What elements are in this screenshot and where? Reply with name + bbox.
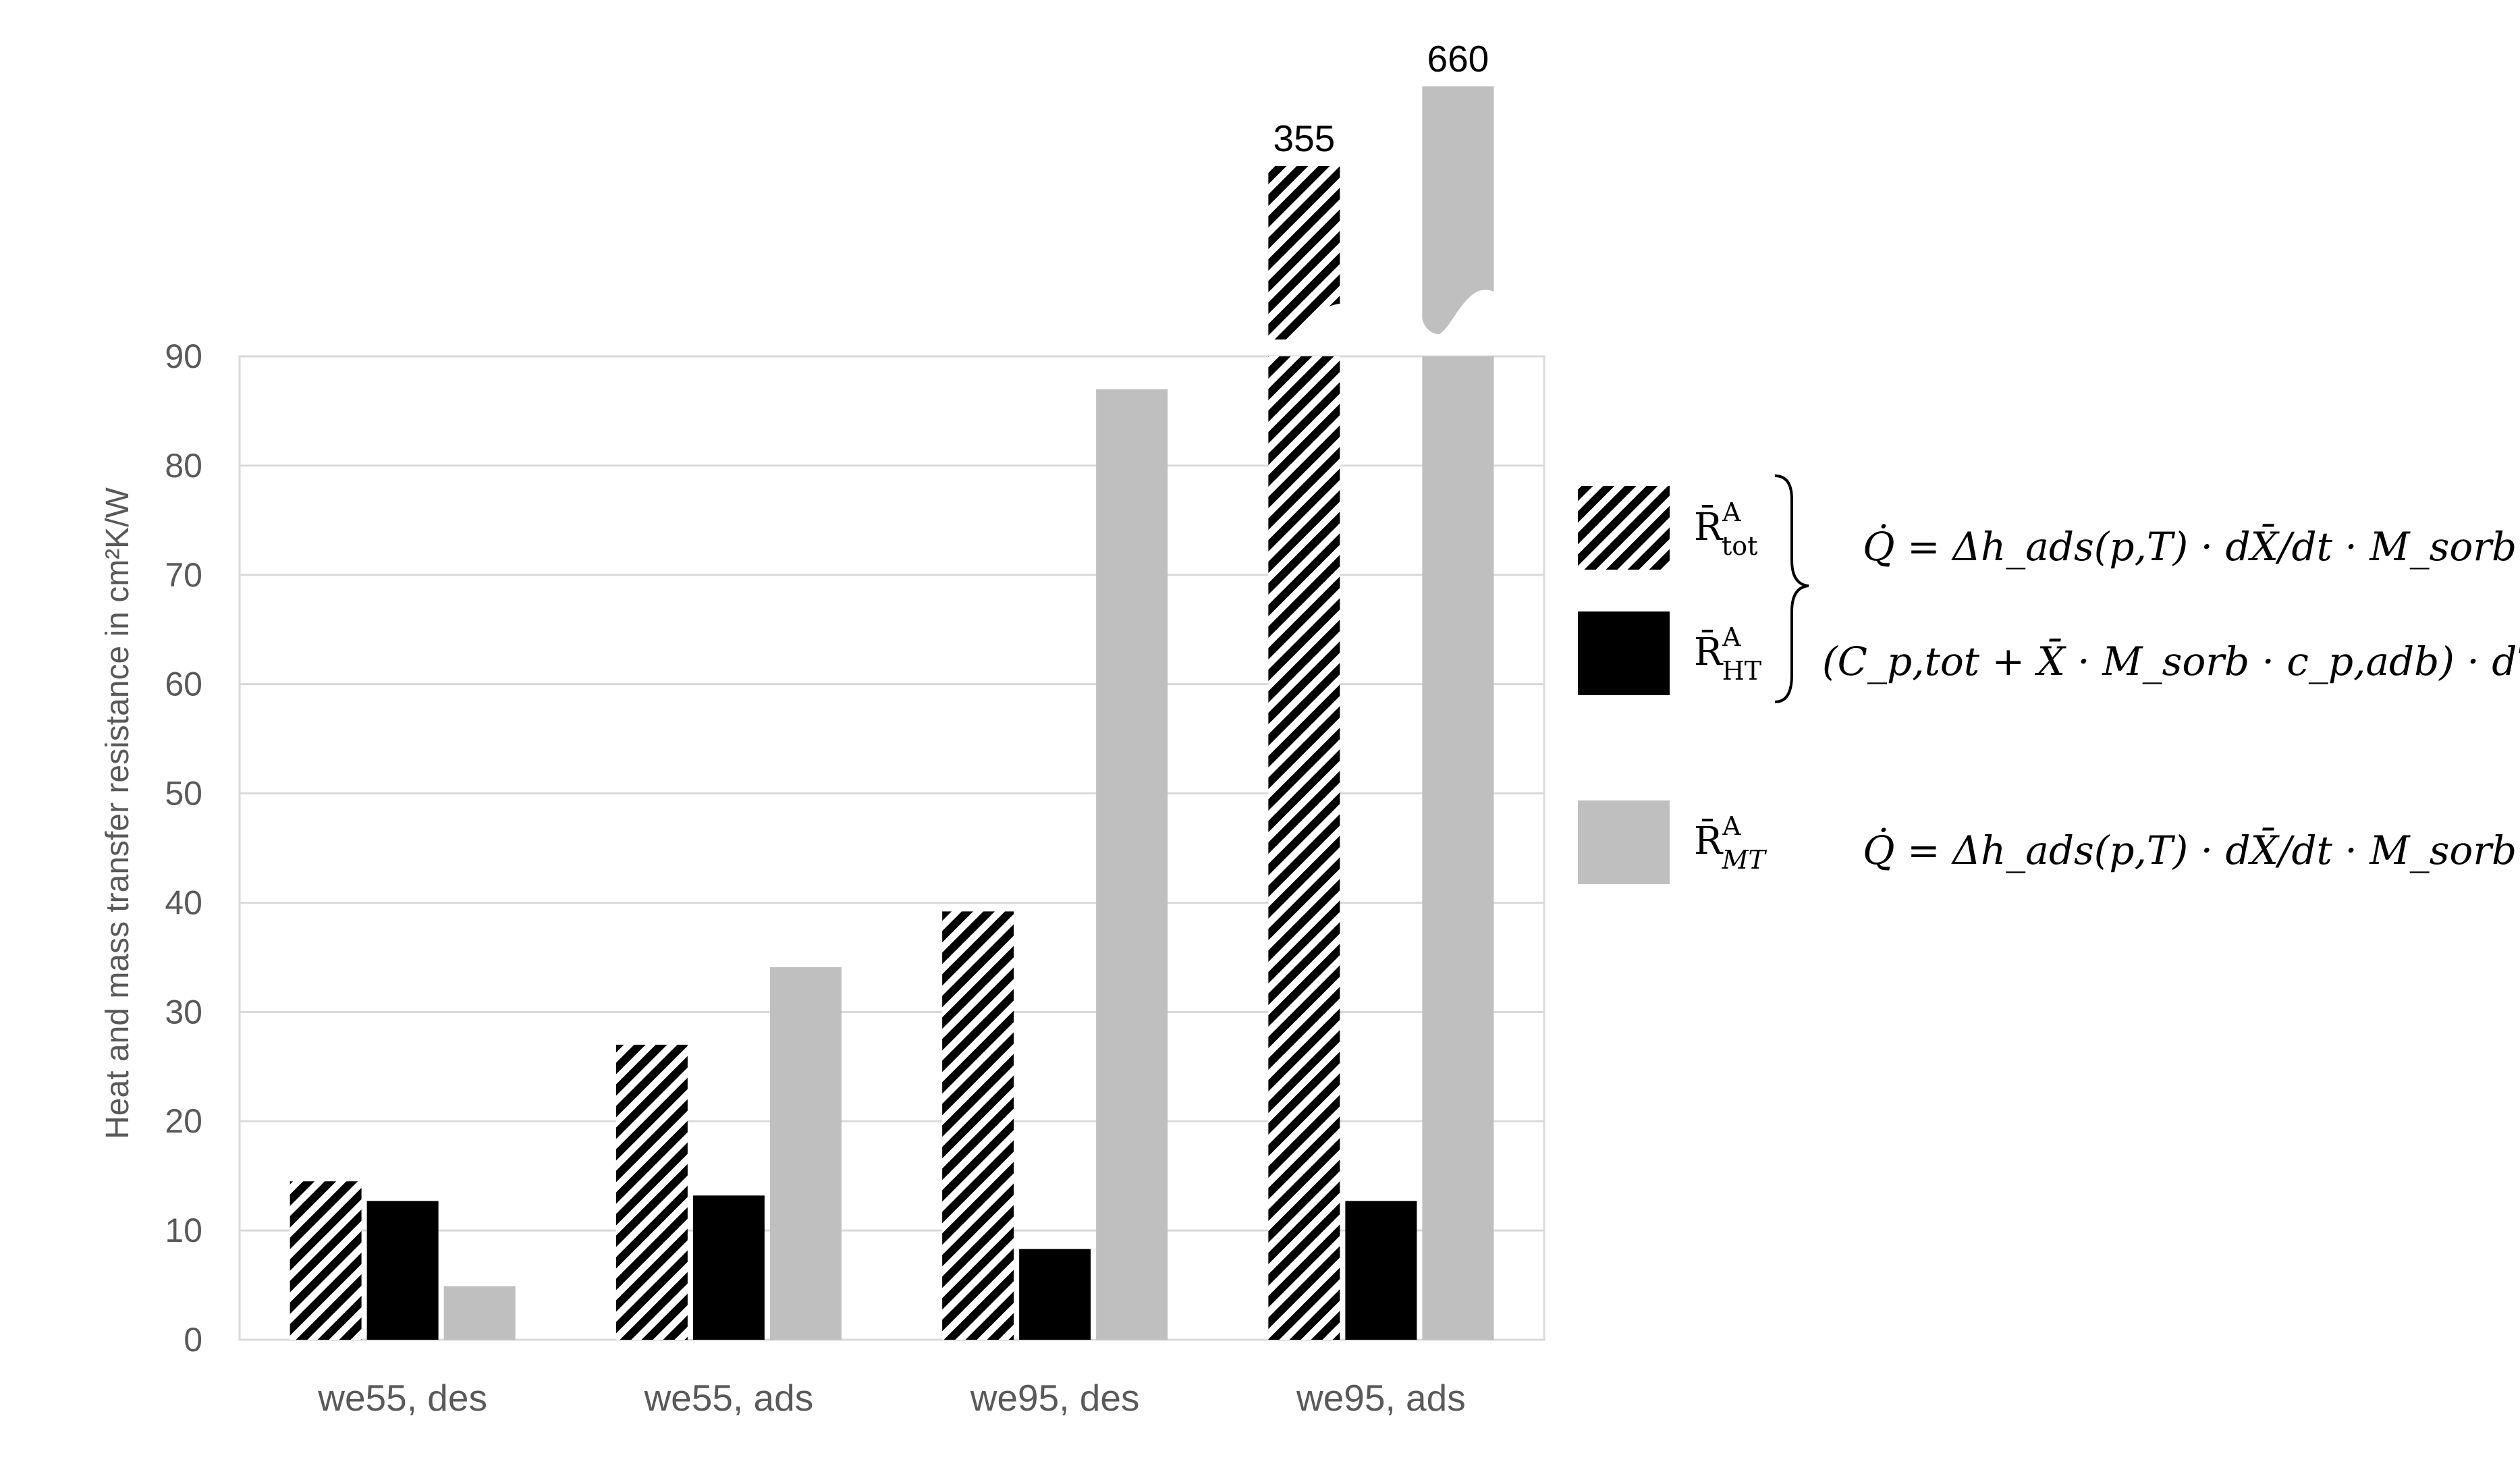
bar-HT [692, 1195, 765, 1340]
bar-tot [1268, 356, 1340, 1340]
y-tick-label: 10 [165, 1212, 202, 1249]
y-tick-label: 70 [165, 556, 202, 594]
equation-1-line-1: Q̇ = Δh_ads(p,T) · dX̄/dt · M_sorb − [1863, 523, 2520, 570]
bars: 355 660 [290, 38, 1494, 1340]
legend-label-tot: R̄A tot [1694, 497, 1757, 561]
y-tick-label: 40 [165, 883, 202, 921]
bar-HT [366, 1201, 439, 1340]
bar-MT [1422, 356, 1494, 1340]
bar-tot [942, 911, 1014, 1340]
legend-label-mt: R̄A MT [1694, 811, 1768, 875]
legend-brace [1774, 474, 1809, 703]
bar-MT [1096, 389, 1168, 1340]
data-label: 660 [1427, 38, 1489, 80]
x-category-label: we55, ads [644, 1377, 814, 1419]
legend-label-ht: R̄A HT [1694, 622, 1761, 686]
y-tick-label: 90 [165, 337, 202, 375]
legend-swatch-mt [1578, 800, 1670, 884]
bar-tot [615, 1044, 688, 1340]
plot-border [238, 355, 1545, 1341]
y-axis-ticks: 0 10 20 30 40 50 60 70 80 90 [165, 337, 202, 1359]
data-label: 355 [1273, 117, 1335, 159]
bar-HT [1345, 1201, 1417, 1340]
bar-tot-upper [1268, 166, 1340, 339]
bar-tot [290, 1181, 362, 1340]
bar-MT-upper [1422, 86, 1494, 334]
x-category-label: we55, des [317, 1377, 487, 1419]
y-tick-label: 0 [184, 1321, 202, 1359]
equation-1-line-2: (C_p,tot + X̄ · M_sorb · c_p,adb) · dT̄_… [1822, 638, 2520, 684]
legend-swatch-tot [1578, 486, 1670, 570]
bar-MT [443, 1286, 516, 1340]
y-tick-label: 50 [165, 775, 202, 813]
bar-HT [1019, 1249, 1091, 1340]
y-tick-label: 30 [165, 993, 202, 1031]
legend-swatch-ht [1578, 611, 1670, 695]
x-category-label: we95, ads [1296, 1377, 1466, 1419]
legend: R̄A tot R̄A HT R̄A MT Q̇ = Δh_ads(p,T) · dX… [1578, 474, 2520, 884]
x-axis-categories: we55, des we55, ads we95, des we95, ads [317, 1377, 1465, 1419]
y-tick-label: 20 [165, 1102, 202, 1140]
x-category-label: we95, des [970, 1377, 1140, 1419]
bar-MT [769, 967, 842, 1340]
y-tick-label: 80 [165, 447, 202, 485]
y-axis-label: Heat and mass transfer resistance in cm²… [100, 487, 136, 1139]
plot-frame [238, 355, 1545, 1341]
y-tick-label: 60 [165, 665, 202, 703]
equation-2: Q̇ = Δh_ads(p,T) · dX̄/dt · M_sorb [1863, 827, 2517, 873]
